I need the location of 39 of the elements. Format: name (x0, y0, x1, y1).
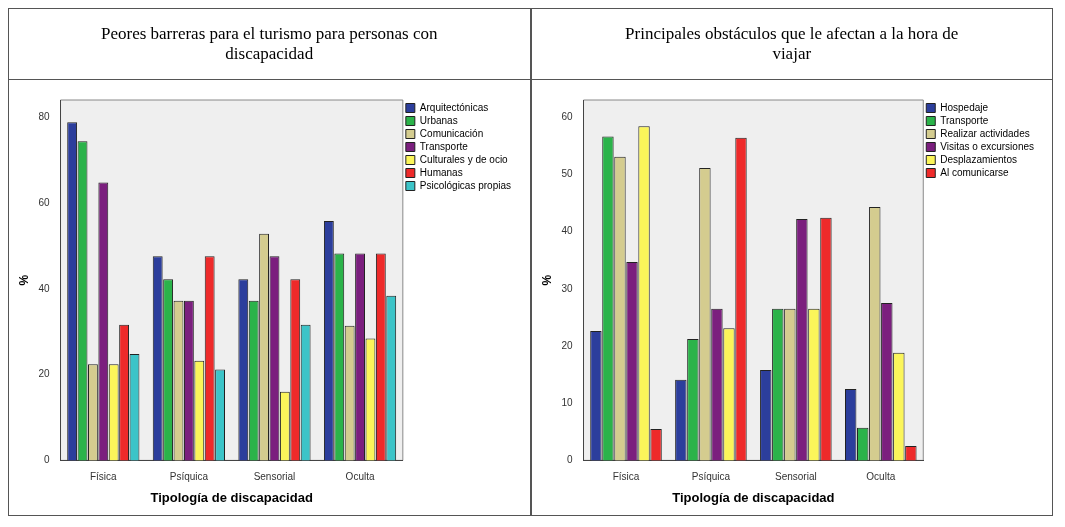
legend-label: Arquitectónicas (419, 101, 489, 113)
legend-label: Hospedaje (939, 101, 988, 113)
y-tick-label: 10 (560, 396, 573, 408)
x-axis-title: Tipología de discapacidad (671, 489, 835, 505)
legend-label: Urbanas (419, 114, 458, 126)
x-axis-title: Tipología de discapacidad (150, 489, 313, 505)
x-tick-label: Oculta (865, 471, 896, 483)
legend-label: Culturales y de ocio (419, 153, 509, 165)
x-tick-label: Psíquica (691, 471, 731, 483)
legend-label: Humanas (419, 166, 463, 178)
legend-label: Transporte (939, 114, 989, 126)
chart-title: Principales obstáculos que le afectan a la hora de viajar (531, 9, 1052, 80)
legend-label: Transporte (419, 140, 469, 152)
y-axis-title: % (539, 274, 554, 286)
y-tick-label: 80 (38, 110, 50, 122)
y-tick-label: 50 (560, 168, 573, 180)
y-axis-title: % (16, 274, 31, 286)
x-tick-label: Oculta (345, 471, 375, 483)
x-tick-label: Física (89, 471, 118, 483)
x-tick-label: Física (612, 471, 640, 483)
y-tick-label: 40 (560, 225, 573, 237)
y-tick-label: 0 (566, 454, 573, 466)
y-tick-label: 20 (38, 368, 50, 380)
y-tick-label: 60 (560, 110, 573, 122)
legend-label: Realizar actividades (939, 127, 1030, 139)
legend-label: Al comunicarse (939, 166, 1009, 178)
x-tick-label: Sensorial (253, 471, 296, 483)
y-tick-label: 0 (43, 454, 50, 466)
x-tick-label: Sensorial (774, 471, 817, 483)
legend-label: Psicológicas propias (419, 179, 512, 191)
y-tick-label: 20 (560, 339, 573, 351)
y-tick-label: 30 (560, 282, 573, 294)
x-tick-label: Psíquica (169, 471, 209, 483)
y-tick-label: 40 (38, 282, 50, 294)
y-tick-label: 60 (38, 196, 50, 208)
legend-label: Comunicación (419, 127, 484, 139)
legend-label: Visitas o excursiones (939, 140, 1034, 152)
legend-label: Desplazamientos (939, 153, 1017, 165)
chart-title: Peores barreras para el turismo para personas con discapacidad (9, 9, 530, 80)
